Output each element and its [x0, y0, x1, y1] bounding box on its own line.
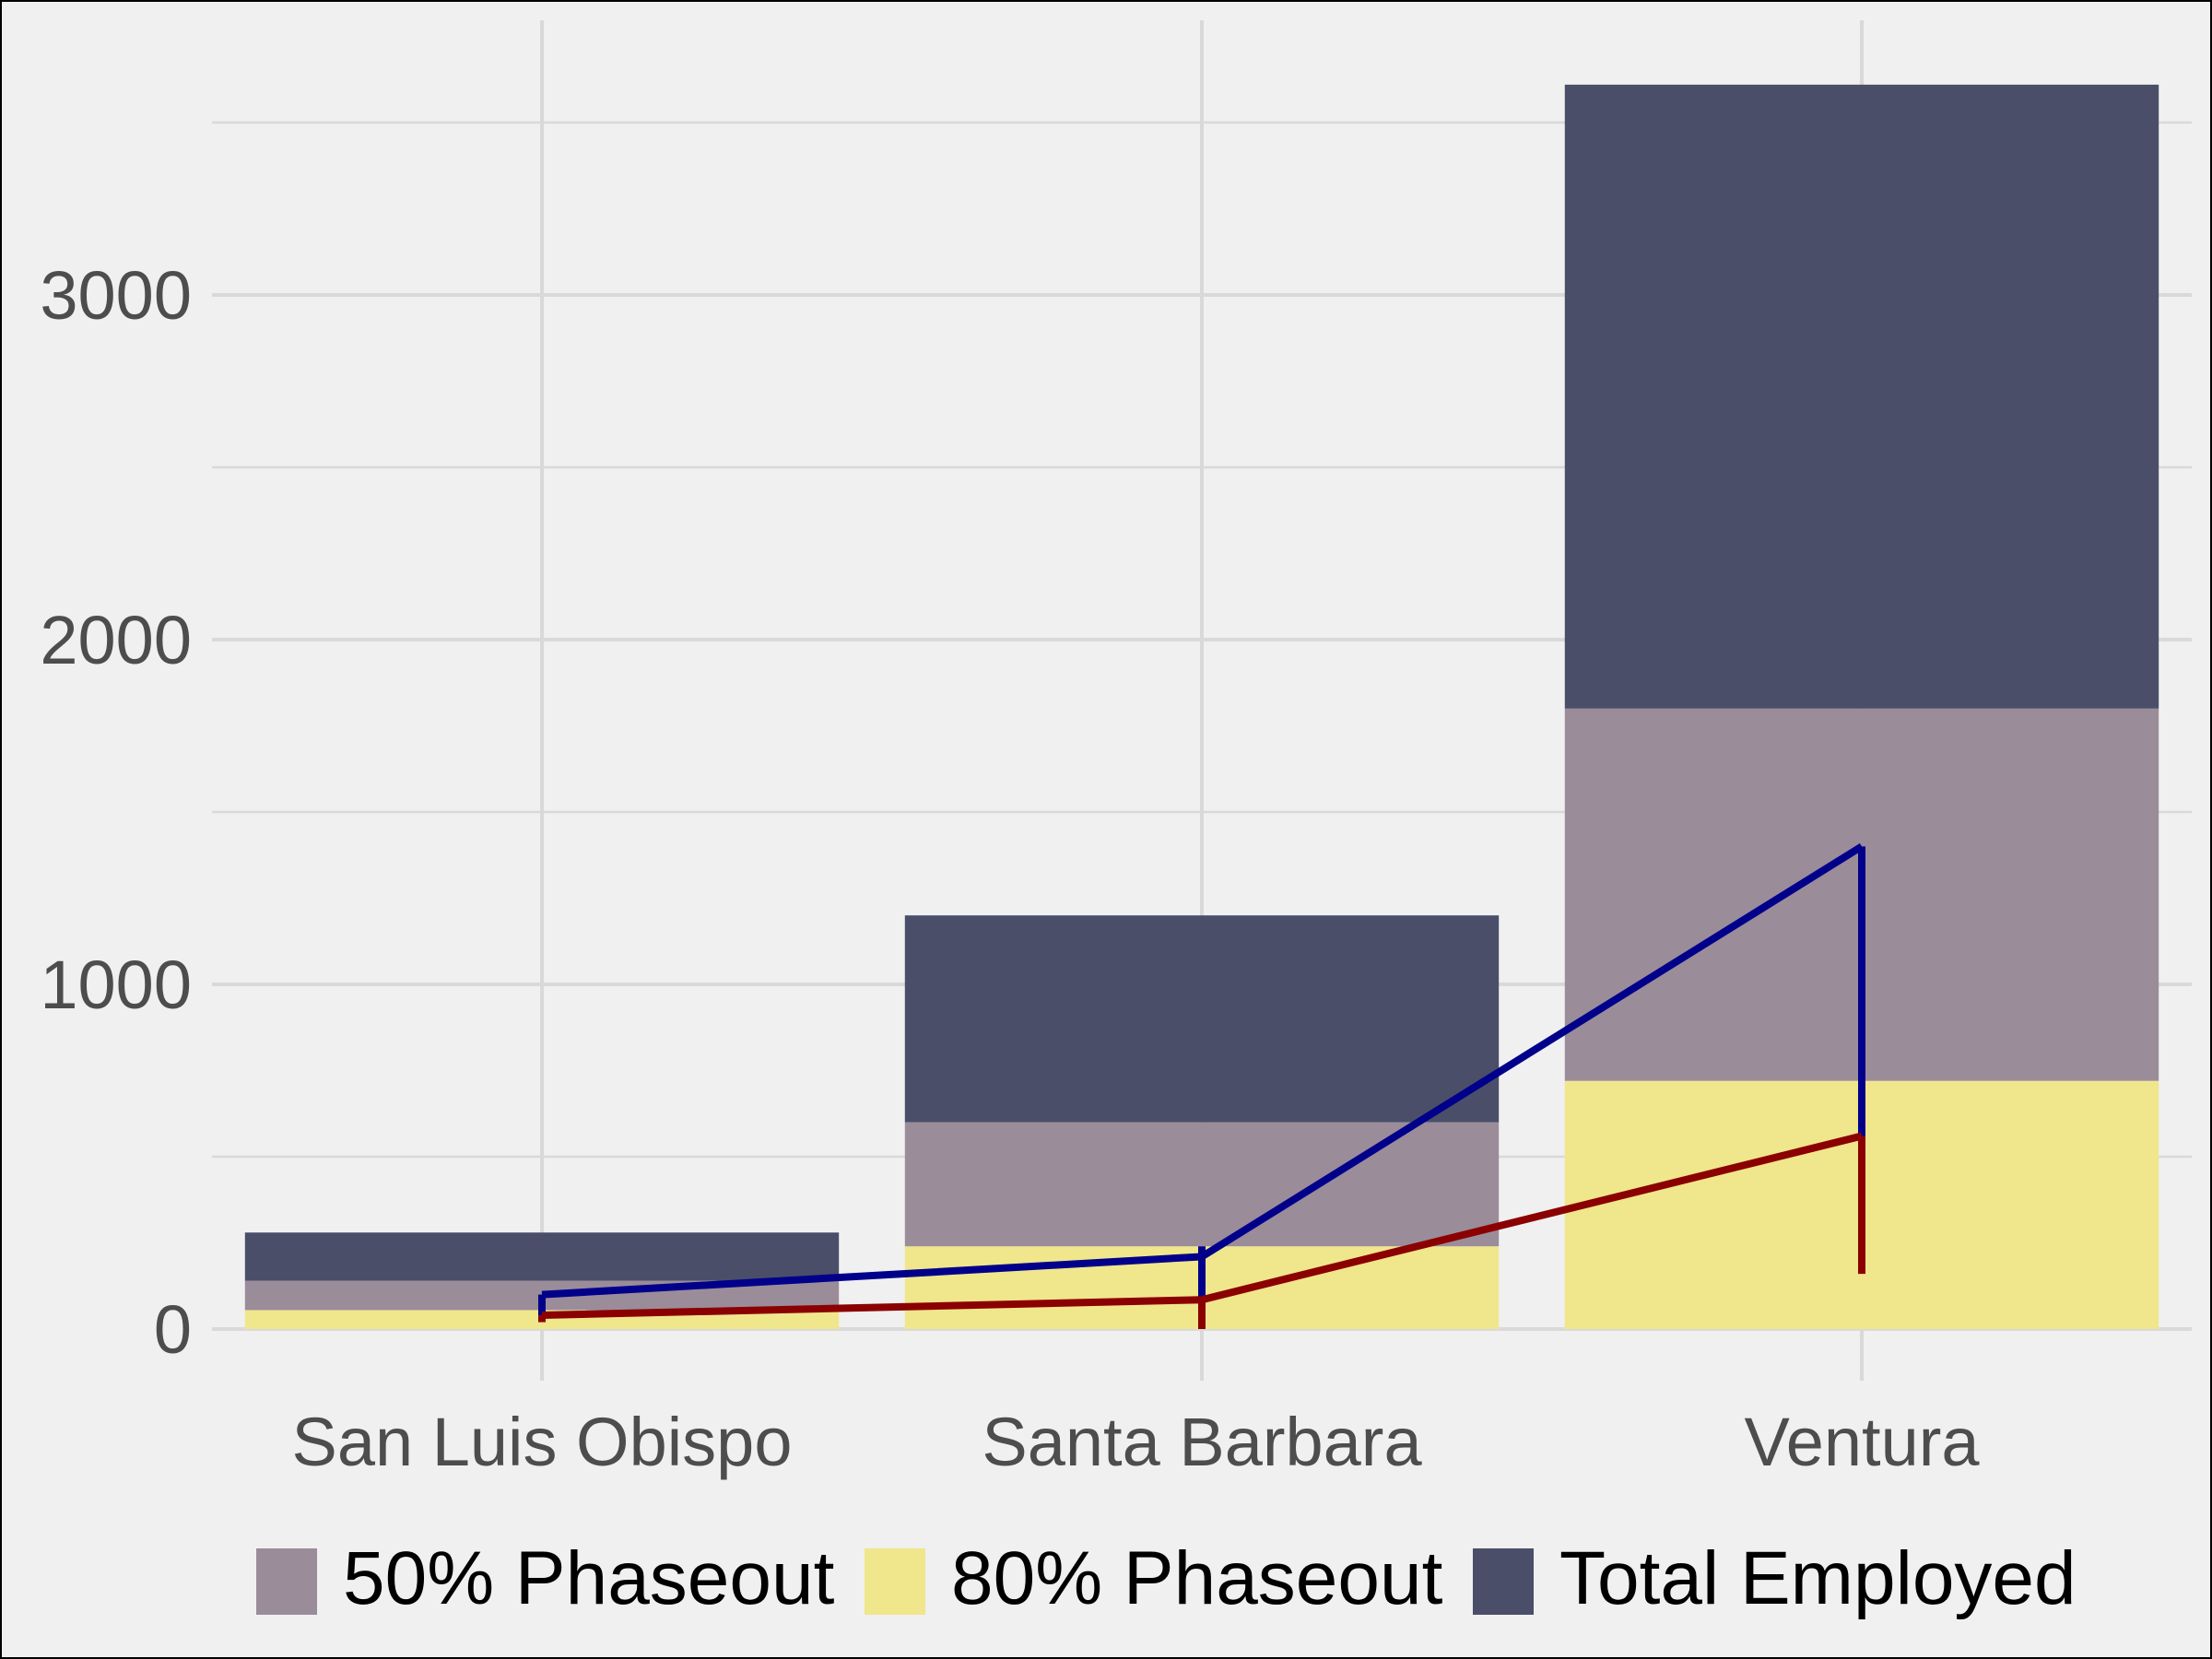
legend-label: 80% Phaseout: [951, 1536, 1443, 1620]
bar-san-luis-obispo-total-employed: [244, 1232, 840, 1281]
bar-santa-barbara-total-employed: [904, 915, 1500, 1123]
legend-label: 50% Phaseout: [343, 1536, 835, 1620]
legend: 50% Phaseout 80% Phaseout Total Employed: [256, 1536, 2077, 1620]
axis-labels: 0 1000 2000 3000 San Luis Obispo Santa Barbar…: [40, 257, 1980, 1480]
legend-swatch: [256, 1548, 317, 1615]
x-tick-label: Ventura: [1744, 1404, 1980, 1480]
bar-santa-barbara-50-phaseout: [904, 1122, 1500, 1247]
legend-swatch: [1473, 1548, 1534, 1615]
y-tick-label: 3000: [40, 257, 192, 334]
x-tick-label: San Luis Obispo: [291, 1404, 792, 1480]
legend-item-total-employed: Total Employed: [1473, 1536, 2077, 1620]
overlay-lines: [538, 843, 1865, 1329]
legend-item-80-phaseout: 80% Phaseout: [865, 1536, 1443, 1620]
y-tick-label: 2000: [40, 602, 192, 678]
legend-item-50-phaseout: 50% Phaseout: [256, 1536, 835, 1620]
y-tick-label: 0: [154, 1291, 192, 1368]
legend-label: Total Employed: [1559, 1536, 2077, 1620]
x-tick-label: Santa Barbara: [982, 1404, 1422, 1480]
bar-ventura-total-employed: [1564, 84, 2159, 709]
y-tick-label: 1000: [40, 947, 192, 1023]
legend-swatch: [865, 1548, 925, 1615]
